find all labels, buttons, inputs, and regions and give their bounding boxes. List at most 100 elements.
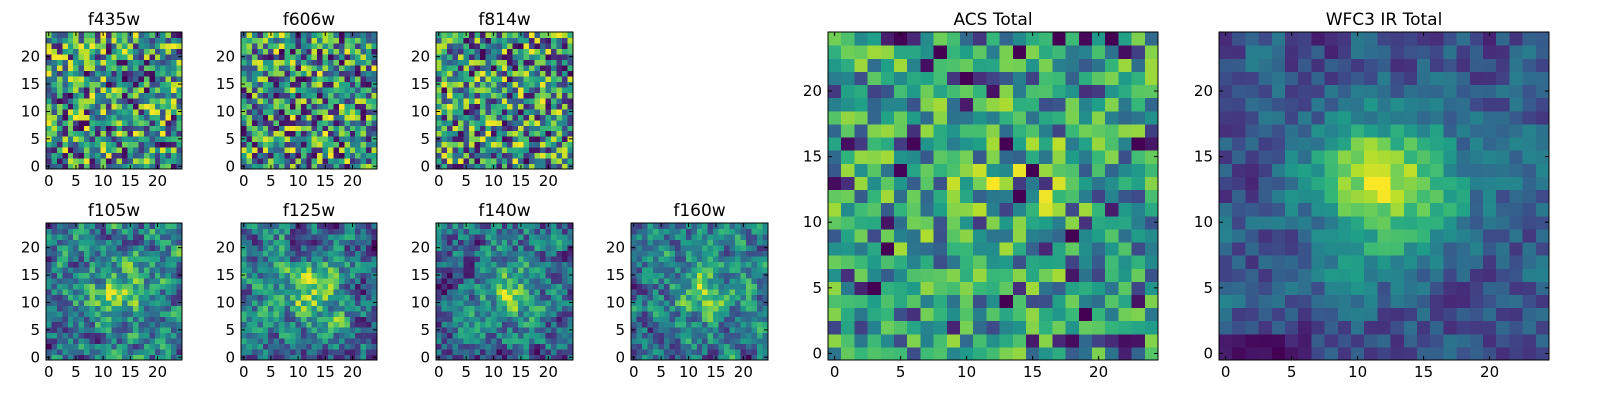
heatmap-cell <box>56 299 63 306</box>
heatmap-cell <box>355 152 362 159</box>
heatmap-cell <box>556 48 563 55</box>
heatmap-cell <box>338 338 345 345</box>
heatmap-cell <box>268 321 275 328</box>
heatmap-cell <box>636 332 643 339</box>
heatmap-cell <box>46 75 53 82</box>
heatmap-cell <box>457 141 464 148</box>
heatmap-cell <box>746 327 753 334</box>
heatmap-cell <box>986 202 1001 217</box>
heatmap-cell <box>999 189 1014 204</box>
heatmap-cell <box>551 48 558 55</box>
heatmap-cell <box>518 158 525 165</box>
heatmap-cell <box>262 32 269 39</box>
heatmap-cell <box>262 228 269 235</box>
heatmap-cell <box>907 320 921 335</box>
heatmap-cells <box>631 223 769 361</box>
heatmap-cell <box>62 343 69 350</box>
heatmap-cell <box>436 338 443 345</box>
heatmap-cell <box>251 108 258 115</box>
heatmap-cell <box>176 141 183 148</box>
heatmap-cell <box>295 255 302 262</box>
heatmap-cell <box>138 310 145 317</box>
heatmap-cell <box>51 343 58 350</box>
heatmap-cell <box>446 349 454 356</box>
heatmap-cell <box>273 119 280 126</box>
heatmap-cell <box>490 349 497 356</box>
heatmap-cell <box>171 261 178 268</box>
heatmap-cell <box>534 119 541 126</box>
heatmap-cell <box>562 108 569 115</box>
heatmap-cell <box>463 97 470 104</box>
heatmap-cell <box>551 266 558 273</box>
heatmap-cell <box>116 277 123 284</box>
heatmap-cell <box>111 92 118 99</box>
heatmap-cell <box>89 37 96 44</box>
heatmap-cell <box>551 119 558 126</box>
heatmap-cell <box>295 343 302 350</box>
heatmap-cell <box>713 228 720 235</box>
heatmap-cell <box>545 92 552 99</box>
heatmap-cell <box>1131 255 1146 269</box>
heatmap-cell <box>512 332 519 339</box>
heatmap-cell <box>317 277 324 284</box>
heatmap-cell <box>973 215 987 230</box>
heatmap-cell <box>56 32 63 39</box>
heatmap-cell <box>62 305 69 312</box>
heatmap-cell <box>740 343 747 350</box>
heatmap-cell <box>757 349 764 356</box>
heatmap-cell <box>46 125 53 132</box>
heatmap-cell <box>311 239 318 246</box>
heatmap-cell <box>496 163 503 170</box>
heatmap-cell <box>436 316 443 323</box>
heatmap-cell <box>355 250 362 257</box>
heatmap-cell <box>463 119 470 126</box>
heatmap-cell <box>311 250 318 257</box>
heatmap-cell <box>322 343 329 350</box>
heatmap-cell <box>880 176 895 191</box>
heatmap-cell <box>317 70 324 77</box>
heatmap-cell <box>241 294 248 301</box>
heatmap-cell <box>540 37 547 44</box>
heatmap-cell <box>284 223 291 230</box>
heatmap-cell <box>62 158 69 165</box>
heatmap-cell <box>138 255 145 262</box>
heatmap-cell <box>463 53 470 60</box>
heatmap-cell <box>62 75 69 82</box>
heatmap-cell <box>360 158 367 165</box>
heatmap-cell <box>116 332 123 339</box>
heatmap-cell <box>512 288 519 295</box>
heatmap-cell <box>78 59 85 66</box>
heatmap-cell <box>89 244 96 251</box>
heatmap-cell <box>973 163 987 177</box>
heatmap-cell <box>518 97 525 104</box>
heatmap-cell <box>127 228 134 235</box>
heatmap-cell <box>485 97 492 104</box>
heatmap-cell <box>56 283 63 290</box>
heatmap-cell <box>562 349 569 356</box>
heatmap-cell <box>534 32 541 39</box>
heatmap-cell <box>149 103 156 110</box>
heatmap-cell <box>718 310 725 317</box>
heatmap-cell <box>251 81 258 88</box>
heatmap-cell <box>540 114 547 121</box>
heatmap-cell <box>78 136 85 143</box>
heatmap-cell <box>328 130 335 137</box>
heatmap-cell <box>669 272 676 279</box>
heatmap-cell <box>51 48 58 55</box>
heatmap-cell <box>501 147 508 154</box>
heatmap-cell <box>507 250 514 257</box>
heatmap-cell <box>867 268 882 282</box>
heatmap-cell <box>452 354 459 361</box>
heatmap-cell <box>360 42 367 50</box>
heatmap-cell <box>545 125 552 132</box>
heatmap-cell <box>46 343 53 350</box>
heatmap-cell <box>496 310 503 317</box>
heatmap-cell <box>333 327 340 334</box>
heatmap-cell <box>718 294 725 301</box>
heatmap-cell <box>556 327 563 334</box>
heatmap-cell <box>986 333 1001 348</box>
heatmap-cell <box>751 239 758 246</box>
heatmap-cell <box>691 272 698 279</box>
heatmap-cell <box>73 255 80 262</box>
heatmap-cell <box>46 310 53 317</box>
